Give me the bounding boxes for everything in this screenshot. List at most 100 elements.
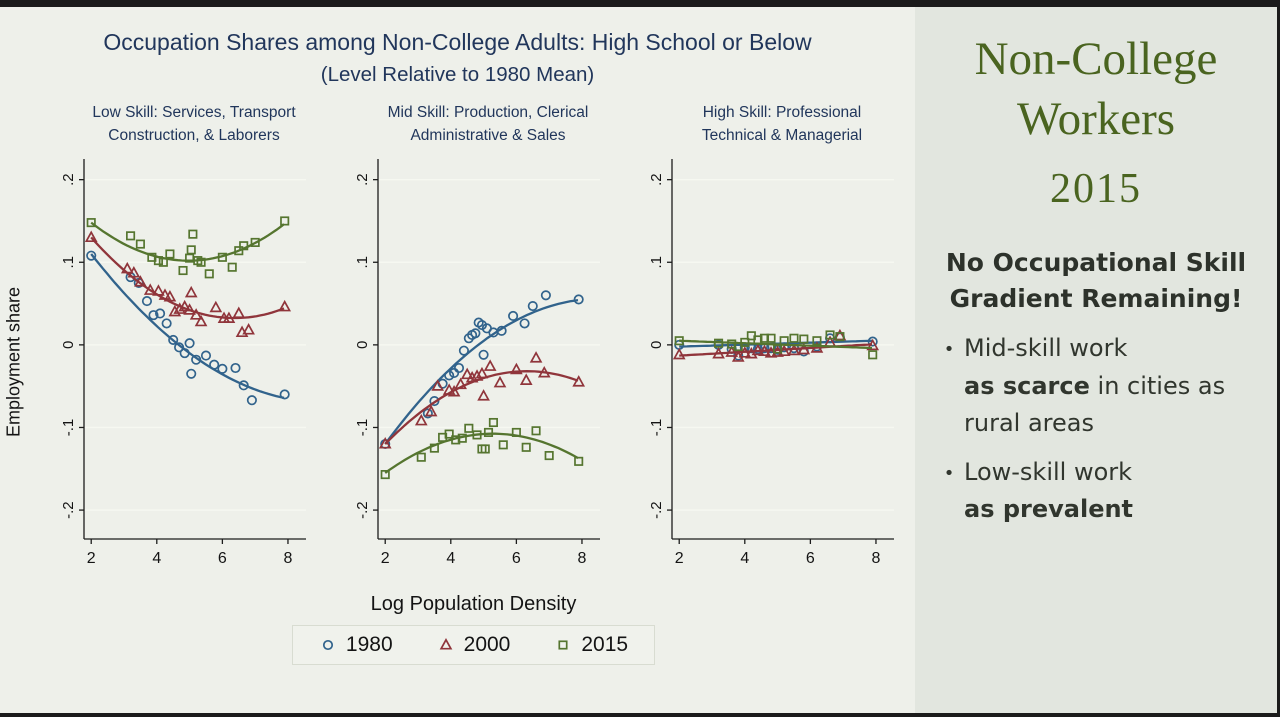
data-point-circle	[867, 336, 878, 347]
data-point-circle	[453, 362, 465, 373]
data-point-circle	[779, 341, 790, 352]
data-point-square	[868, 349, 878, 359]
bullet-item: • Low-skill work as prevalent	[934, 454, 1264, 528]
fit-line-2015	[679, 339, 873, 349]
data-point-square	[239, 240, 249, 250]
sidebar-bullet-list: • Mid-skill work as scarce in cities as …	[928, 330, 1264, 528]
data-point-square	[480, 443, 490, 454]
ticks: .2 .1 0 -.1 -.2 2 4 6 8	[354, 173, 587, 567]
data-point-triangle	[712, 346, 725, 359]
data-point-circle	[141, 295, 153, 306]
data-point-circle	[496, 325, 507, 336]
data-point-triangle	[738, 345, 752, 358]
data-point-circle	[540, 289, 551, 300]
slide-body: Occupation Shares among Non-College Adul…	[0, 7, 1277, 713]
data-point-square	[250, 237, 260, 247]
data-point-triangle	[460, 367, 474, 379]
svg-text:4: 4	[446, 550, 455, 567]
data-point-circle	[148, 309, 159, 320]
panel-title: High Skill: Professional Technical & Man…	[701, 104, 863, 145]
svg-text:.2: .2	[60, 173, 77, 186]
data-point-circle	[527, 300, 538, 311]
data-point-square	[416, 452, 426, 462]
svg-text:6: 6	[512, 550, 521, 567]
svg-text:.1: .1	[60, 256, 77, 269]
data-point-triangle	[184, 285, 198, 297]
data-point-square	[472, 429, 482, 439]
data-point-square	[574, 456, 584, 466]
legend-triangle-icon	[439, 637, 452, 650]
data-point-square	[188, 229, 198, 239]
data-point-square	[799, 334, 809, 344]
data-point-triangle	[866, 338, 880, 350]
data-point-square	[429, 443, 439, 453]
series-2015	[86, 215, 290, 278]
data-point-square	[779, 335, 789, 345]
legend-label: 1980	[345, 632, 393, 656]
legend-circle-icon	[322, 639, 333, 650]
svg-text:8: 8	[284, 550, 293, 567]
legend-item-2015: 2015	[554, 633, 628, 657]
data-point-triangle	[163, 289, 177, 302]
gridlines	[85, 178, 306, 511]
data-point-triangle	[183, 302, 196, 315]
data-point-triangle	[242, 322, 255, 335]
data-point-triangle	[378, 436, 392, 449]
data-point-triangle	[493, 375, 507, 387]
data-point-square	[234, 245, 244, 255]
series-2015	[674, 329, 878, 359]
plot-low-skill: .2 .1 0 -.1 -.2 2 4 6 8	[60, 158, 306, 567]
data-point-circle	[246, 394, 257, 405]
legend-label: 2015	[581, 632, 629, 656]
ticks: .2 .1 0 -.1 -.2 2 4 6 8	[648, 173, 881, 567]
svg-text:-.2: -.2	[354, 501, 371, 519]
data-point-triangle	[222, 310, 236, 323]
data-point-square	[227, 262, 237, 272]
data-point-circle	[186, 368, 197, 379]
data-point-circle	[155, 307, 166, 319]
panels-row: Low Skill: Services, Transport Construct…	[44, 101, 902, 591]
svg-text:2: 2	[675, 550, 684, 567]
data-point-triangle	[173, 301, 187, 314]
panel-mid-skill: Mid Skill: Production, Clerical Administ…	[338, 101, 608, 591]
data-point-circle	[444, 369, 455, 380]
data-point-square	[812, 335, 822, 345]
chart-subtitle: (Level Relative to 1980 Mean)	[320, 63, 595, 86]
data-point-triangle	[120, 261, 134, 273]
legend-label: 2000	[463, 632, 511, 656]
data-point-circle	[161, 317, 172, 328]
data-point-triangle	[483, 358, 497, 371]
panel-title: Mid Skill: Production, Clerical Administ…	[387, 104, 589, 145]
data-point-square	[280, 215, 290, 226]
series-2015	[380, 417, 584, 479]
data-point-triangle	[751, 343, 765, 355]
data-point-circle	[230, 362, 241, 373]
data-point-square	[740, 337, 750, 347]
svg-text:4: 4	[152, 550, 161, 567]
data-point-triangle	[143, 282, 157, 295]
plot-high-skill: .2 .1 0 -.1 -.2 2 4 6 8	[648, 158, 894, 567]
data-point-square	[835, 331, 845, 341]
data-point-square	[457, 433, 467, 443]
data-point-triangle	[134, 274, 147, 287]
data-point-square	[126, 230, 136, 240]
svg-text:0: 0	[60, 340, 77, 348]
svg-text:8: 8	[578, 550, 587, 567]
svg-text:0: 0	[648, 340, 665, 348]
data-point-circle	[86, 250, 97, 261]
data-point-circle	[322, 639, 333, 650]
svg-text:.1: .1	[354, 256, 371, 269]
data-point-square	[789, 333, 799, 343]
svg-text:0: 0	[354, 340, 371, 348]
series-1980	[86, 250, 290, 405]
data-point-square	[153, 255, 163, 265]
data-point-circle	[429, 395, 440, 406]
data-point-triangle	[447, 384, 461, 397]
data-point-square	[498, 439, 508, 449]
fit-line-1980	[90, 252, 285, 399]
chart-legend: 1980 2000 2015	[291, 624, 656, 665]
chart-region: Occupation Shares among Non-College Adul…	[0, 7, 915, 713]
data-point-circle	[478, 349, 489, 360]
sidebar: Non-College Workers 2015 No Occupational…	[915, 7, 1277, 713]
data-point-circle	[217, 363, 228, 374]
